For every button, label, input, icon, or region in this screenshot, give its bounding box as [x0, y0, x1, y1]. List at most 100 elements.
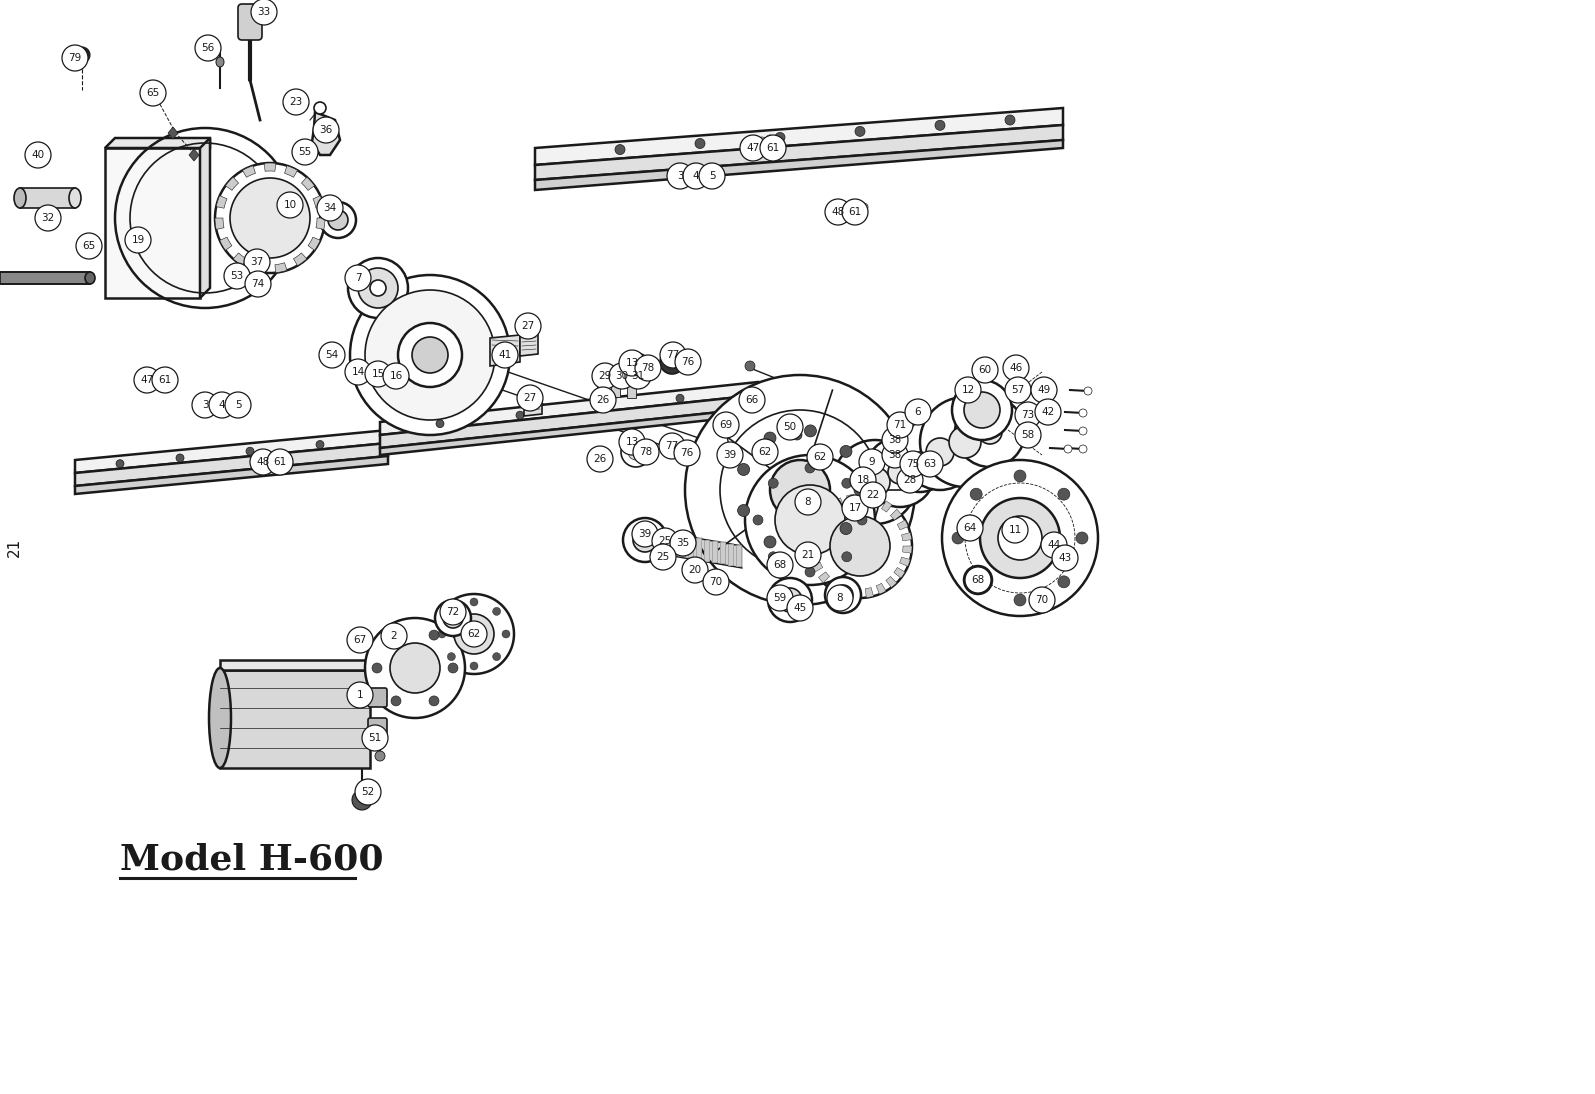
Text: 65: 65: [83, 241, 96, 251]
Circle shape: [970, 488, 983, 500]
Circle shape: [683, 557, 708, 583]
Circle shape: [794, 489, 821, 515]
Text: 58: 58: [1021, 430, 1035, 440]
Circle shape: [223, 263, 250, 289]
Text: 7: 7: [354, 274, 362, 283]
Circle shape: [737, 504, 750, 516]
Text: 28: 28: [903, 475, 917, 485]
Text: 49: 49: [1037, 385, 1051, 395]
Circle shape: [246, 271, 271, 296]
Circle shape: [349, 275, 510, 435]
Text: 56: 56: [201, 43, 215, 53]
Polygon shape: [679, 535, 686, 557]
Wedge shape: [818, 572, 829, 583]
Ellipse shape: [85, 272, 96, 284]
Circle shape: [963, 392, 1000, 428]
Circle shape: [1014, 401, 1042, 428]
Circle shape: [842, 199, 868, 225]
Text: 5: 5: [708, 171, 715, 181]
Circle shape: [703, 569, 729, 595]
Circle shape: [770, 459, 829, 520]
Wedge shape: [834, 498, 844, 509]
Circle shape: [979, 498, 1061, 578]
Circle shape: [777, 414, 802, 440]
Circle shape: [833, 207, 844, 217]
Text: 69: 69: [719, 420, 732, 430]
Circle shape: [268, 455, 278, 465]
Circle shape: [864, 437, 935, 507]
Polygon shape: [735, 545, 742, 568]
Text: 45: 45: [793, 603, 807, 613]
Text: 68: 68: [971, 575, 984, 585]
Circle shape: [391, 696, 400, 706]
Circle shape: [860, 467, 890, 497]
Text: 36: 36: [319, 125, 333, 135]
Circle shape: [882, 427, 908, 453]
Circle shape: [759, 135, 786, 161]
Circle shape: [625, 363, 651, 389]
Polygon shape: [664, 533, 670, 555]
Text: 13: 13: [625, 358, 638, 368]
Text: 38: 38: [888, 435, 901, 445]
Polygon shape: [105, 138, 211, 148]
Circle shape: [352, 790, 372, 810]
Circle shape: [713, 412, 738, 438]
Circle shape: [1035, 399, 1061, 424]
Wedge shape: [882, 501, 892, 512]
Circle shape: [314, 102, 325, 114]
Circle shape: [447, 653, 456, 661]
Circle shape: [209, 392, 234, 418]
Circle shape: [1078, 409, 1088, 417]
Circle shape: [35, 205, 61, 231]
Circle shape: [250, 449, 276, 475]
Circle shape: [365, 618, 466, 718]
Text: 38: 38: [888, 450, 901, 459]
Text: 4: 4: [692, 171, 699, 181]
Circle shape: [904, 399, 931, 424]
Wedge shape: [860, 494, 868, 503]
Circle shape: [917, 451, 943, 477]
Circle shape: [365, 290, 494, 420]
Circle shape: [963, 566, 992, 594]
Circle shape: [841, 205, 852, 216]
Circle shape: [144, 373, 153, 383]
Polygon shape: [695, 538, 702, 560]
Circle shape: [943, 459, 1097, 616]
Circle shape: [841, 523, 852, 535]
Circle shape: [887, 412, 912, 438]
Text: 70: 70: [1035, 595, 1048, 605]
Wedge shape: [215, 218, 223, 230]
Text: 10: 10: [284, 200, 297, 210]
Circle shape: [276, 462, 284, 470]
Circle shape: [152, 371, 163, 381]
Text: 33: 33: [257, 7, 271, 18]
Wedge shape: [898, 520, 908, 529]
Wedge shape: [853, 589, 860, 598]
Circle shape: [215, 163, 325, 274]
Text: 16: 16: [389, 371, 402, 381]
Circle shape: [665, 439, 679, 453]
Text: 21: 21: [6, 537, 21, 557]
Text: 62: 62: [813, 452, 826, 462]
Circle shape: [955, 397, 1026, 467]
Text: 20: 20: [689, 565, 702, 575]
Circle shape: [825, 199, 852, 225]
Text: 43: 43: [1059, 552, 1072, 563]
Text: 52: 52: [362, 787, 375, 798]
Circle shape: [1014, 422, 1042, 449]
Text: 61: 61: [766, 143, 780, 153]
Circle shape: [286, 459, 293, 468]
Circle shape: [1053, 545, 1078, 571]
Text: 47: 47: [140, 375, 153, 385]
Circle shape: [882, 442, 908, 468]
Circle shape: [515, 313, 541, 339]
Circle shape: [590, 387, 616, 414]
Wedge shape: [217, 196, 226, 208]
Circle shape: [652, 528, 678, 554]
Circle shape: [381, 622, 407, 649]
Circle shape: [775, 485, 845, 555]
Circle shape: [365, 361, 391, 387]
Text: 68: 68: [774, 560, 786, 570]
Text: 19: 19: [131, 235, 145, 245]
Circle shape: [493, 607, 501, 615]
